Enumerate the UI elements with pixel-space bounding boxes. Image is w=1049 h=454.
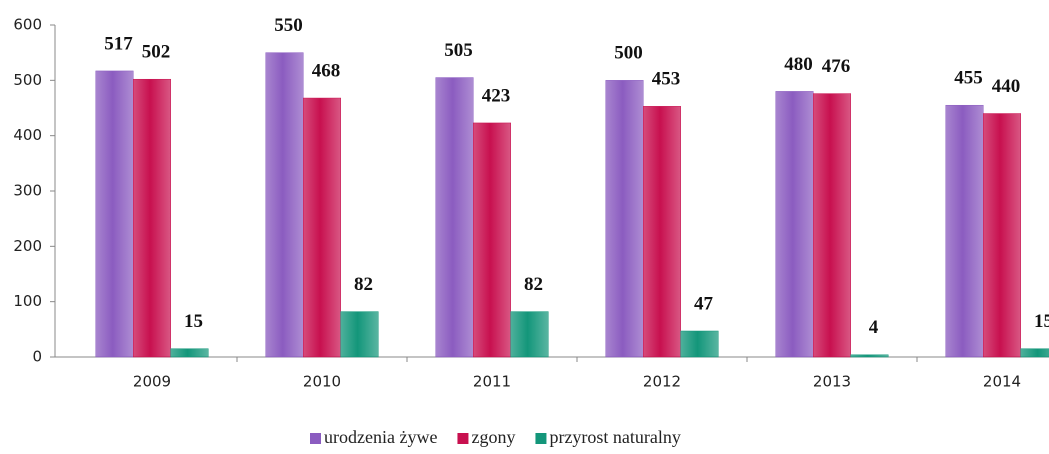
x-tick-label: 2012 <box>643 373 681 391</box>
value-label: 502 <box>142 42 171 63</box>
value-label: 455 <box>954 68 983 89</box>
value-label: 468 <box>312 60 341 81</box>
y-tick-label: 300 <box>13 182 42 200</box>
bar <box>983 113 1021 358</box>
y-tick-label: 500 <box>13 71 42 89</box>
y-tick-label: 600 <box>13 16 42 34</box>
bar <box>340 311 379 358</box>
bar <box>510 311 549 358</box>
x-tick-label: 2011 <box>473 373 511 391</box>
bar <box>643 106 681 358</box>
legend-label: urodzenia żywe <box>324 427 437 447</box>
value-label: 15 <box>184 311 203 332</box>
bar <box>473 122 511 358</box>
legend-swatch <box>310 433 321 444</box>
y-tick-label: 400 <box>13 126 42 144</box>
bar <box>775 91 814 358</box>
value-label: 500 <box>614 43 643 64</box>
bar <box>303 97 341 358</box>
bar <box>265 52 304 358</box>
legend-swatch <box>535 433 547 444</box>
bar <box>133 78 171 358</box>
bar <box>435 77 474 358</box>
value-label: 476 <box>822 56 851 77</box>
value-label: 453 <box>652 69 681 90</box>
y-tick-label: 100 <box>13 292 42 310</box>
legend-label: zgony <box>471 427 515 447</box>
value-label: 4 <box>869 317 879 338</box>
y-tick-label: 0 <box>32 348 42 366</box>
bar <box>1020 348 1049 358</box>
legend-label: przyrost naturalny <box>549 427 680 447</box>
value-label: 440 <box>992 76 1021 97</box>
bar <box>813 93 851 358</box>
bar <box>170 348 209 358</box>
bar <box>95 70 134 358</box>
legend-swatch <box>457 433 469 444</box>
bar <box>945 104 984 358</box>
value-label: 517 <box>104 33 133 54</box>
y-tick-label: 200 <box>13 237 42 255</box>
value-label: 480 <box>784 54 813 75</box>
x-tick-label: 2010 <box>303 373 341 391</box>
value-label: 423 <box>482 85 511 106</box>
value-label: 47 <box>694 293 714 314</box>
bar <box>850 354 889 358</box>
value-label: 82 <box>524 274 543 295</box>
x-tick-label: 2014 <box>983 373 1021 391</box>
bar <box>605 80 644 358</box>
value-label: 15 <box>1034 311 1049 332</box>
x-tick-label: 2009 <box>133 373 171 391</box>
x-tick-label: 2013 <box>813 373 851 391</box>
bar <box>680 330 719 358</box>
value-label: 550 <box>274 15 303 36</box>
value-label: 505 <box>444 40 473 61</box>
value-label: 82 <box>354 274 373 295</box>
